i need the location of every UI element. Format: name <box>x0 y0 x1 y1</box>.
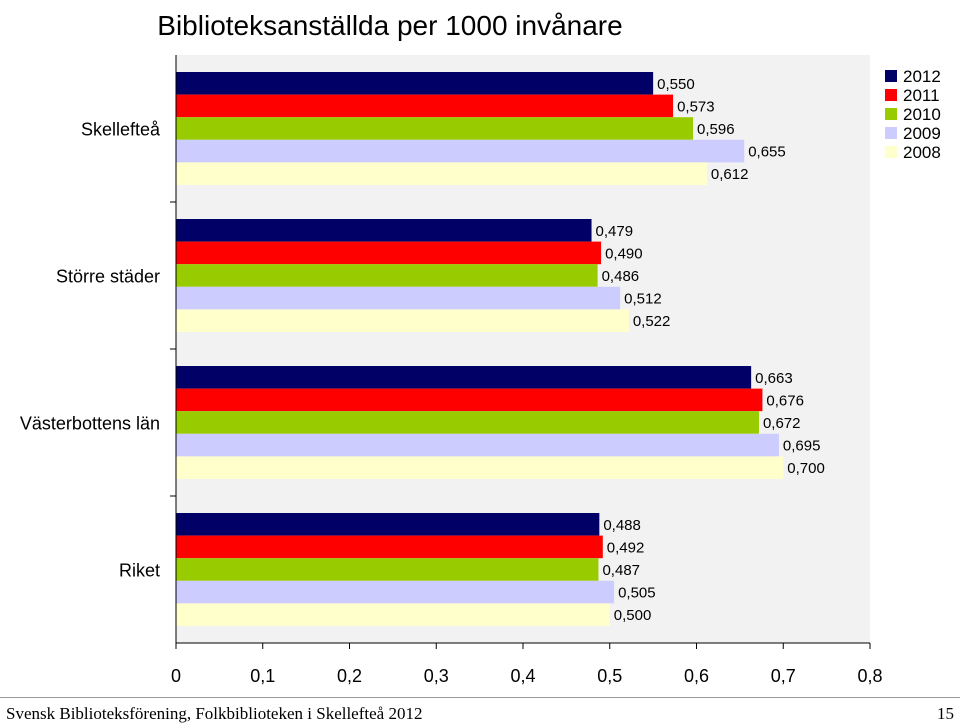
bar <box>176 241 602 265</box>
legend-label: 2012 <box>903 67 941 86</box>
bar <box>176 117 694 140</box>
legend-swatch <box>885 108 897 120</box>
legend-swatch <box>885 70 897 82</box>
data-label: 0,500 <box>614 607 652 624</box>
bar <box>176 162 707 185</box>
legend-swatch <box>885 89 897 101</box>
x-tick-label: 0,7 <box>771 666 796 686</box>
legend-label: 2008 <box>903 143 941 162</box>
x-tick-label: 0,6 <box>684 666 709 686</box>
page-number: 15 <box>937 704 954 723</box>
data-label: 0,479 <box>596 223 634 240</box>
data-label: 0,492 <box>607 539 645 556</box>
data-label: 0,486 <box>602 268 640 285</box>
data-label: 0,522 <box>633 313 671 330</box>
bar <box>176 139 745 163</box>
bar <box>176 603 610 626</box>
bar <box>176 264 598 287</box>
data-label: 0,512 <box>624 291 662 308</box>
x-tick-label: 0,1 <box>250 666 275 686</box>
data-label: 0,550 <box>657 76 695 93</box>
data-label: 0,663 <box>755 370 793 387</box>
category-label: Skellefteå <box>81 120 161 140</box>
bar <box>176 433 779 457</box>
bar <box>176 535 603 559</box>
x-tick-label: 0,3 <box>424 666 449 686</box>
bar <box>176 286 621 310</box>
data-label: 0,573 <box>677 98 715 115</box>
bar <box>176 94 674 118</box>
category-label: Större städer <box>56 267 160 287</box>
x-tick-label: 0 <box>171 666 181 686</box>
legend-swatch <box>885 127 897 139</box>
data-label: 0,695 <box>783 438 821 455</box>
bar <box>176 411 759 434</box>
footer-divider <box>0 697 960 698</box>
data-label: 0,672 <box>763 415 801 432</box>
legend-label: 2009 <box>903 124 941 143</box>
x-tick-label: 0,4 <box>510 666 535 686</box>
category-label: Västerbottens län <box>20 414 160 434</box>
chart-title: Biblioteksanställda per 1000 invånare <box>157 10 623 41</box>
data-label: 0,487 <box>602 562 640 579</box>
data-label: 0,612 <box>711 166 749 183</box>
footer-source: Svensk Biblioteksförening, Folkbibliotek… <box>6 704 423 723</box>
data-label: 0,655 <box>748 144 786 161</box>
data-label: 0,490 <box>605 245 643 262</box>
bar <box>176 72 654 95</box>
bar <box>176 388 763 412</box>
legend-swatch <box>885 146 897 158</box>
data-label: 0,488 <box>603 517 641 534</box>
x-tick-label: 0,2 <box>337 666 362 686</box>
data-label: 0,505 <box>618 585 656 602</box>
legend-label: 2011 <box>903 86 940 105</box>
data-label: 0,700 <box>787 460 825 477</box>
x-tick-label: 0,5 <box>597 666 622 686</box>
bar <box>176 309 629 332</box>
bar <box>176 513 600 536</box>
bar <box>176 558 599 581</box>
category-label: Riket <box>119 561 160 581</box>
bar <box>176 366 752 389</box>
bar <box>176 580 615 604</box>
data-label: 0,676 <box>766 392 804 409</box>
bar-chart: 0,550 0,573 0,596 0,655 0,612 Skellefteå 0,479… <box>20 55 941 686</box>
data-label: 0,596 <box>697 121 735 138</box>
bar <box>176 456 784 479</box>
x-tick-label: 0,8 <box>857 666 882 686</box>
legend-label: 2010 <box>903 105 941 124</box>
bar <box>176 219 592 242</box>
